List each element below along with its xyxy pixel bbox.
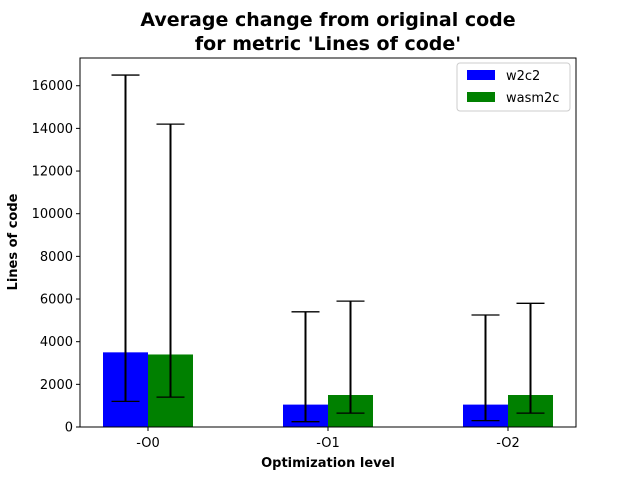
- y-tick-label: 8000: [40, 250, 73, 265]
- y-tick-label: 2000: [40, 378, 73, 393]
- legend-label-wasm2c: wasm2c: [506, 91, 559, 106]
- error-bar-wasm2c-O0: [156, 123, 185, 398]
- y-tick-label: 0: [65, 421, 73, 436]
- x-tick-label: -O0: [136, 436, 160, 451]
- y-tick-label: 4000: [40, 335, 73, 350]
- x-tick-label: -O1: [316, 436, 340, 451]
- error-bar-wasm2c-O2: [516, 302, 545, 414]
- legend: w2c2 wasm2c: [456, 62, 571, 112]
- chart-title-line1: Average change from original code: [140, 9, 515, 31]
- error-bar-w2c2-O2: [471, 314, 500, 422]
- legend-swatch-w2c2: [467, 70, 495, 80]
- legend-swatch-wasm2c: [467, 92, 495, 102]
- y-axis-ticks: 0 2000 4000 6000 8000 10000 12000 14000 16000: [32, 79, 80, 436]
- error-bars-group: [111, 74, 545, 423]
- y-tick-label: 14000: [32, 122, 73, 137]
- error-bar-w2c2-O1: [291, 311, 320, 423]
- y-tick-label: 16000: [32, 79, 73, 94]
- legend-label-w2c2: w2c2: [506, 69, 540, 84]
- x-tick-label: -O2: [496, 436, 520, 451]
- y-tick-label: 12000: [32, 165, 73, 180]
- y-tick-label: 10000: [32, 207, 73, 222]
- y-tick-label: 6000: [40, 293, 73, 308]
- error-bar-w2c2-O0: [111, 74, 140, 403]
- error-bar-wasm2c-O1: [336, 300, 365, 414]
- y-axis-label: Lines of code: [6, 193, 21, 290]
- plot-frame: [79, 57, 577, 428]
- x-axis-label: Optimization level: [261, 456, 395, 471]
- chart-title-line2: for metric 'Lines of code': [195, 33, 461, 55]
- x-axis-ticks: -O0 -O1 -O2: [136, 427, 520, 451]
